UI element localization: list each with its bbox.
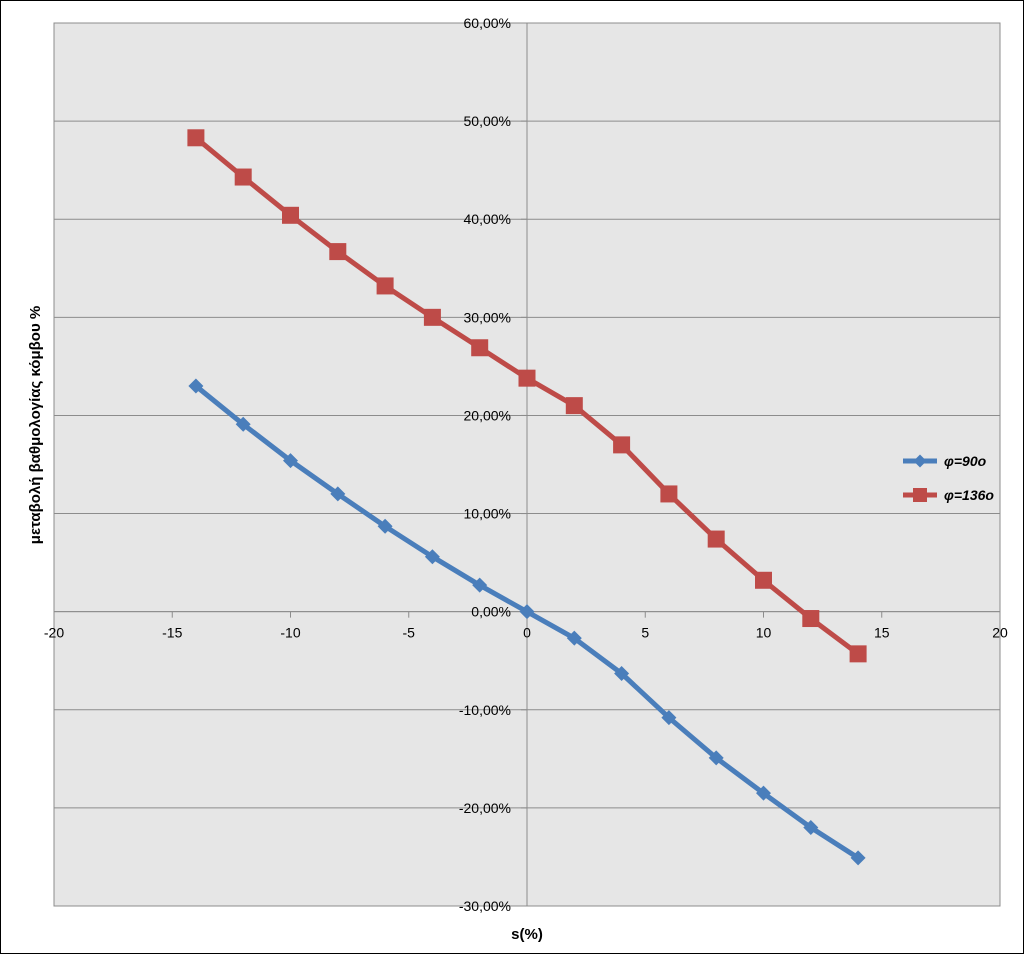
legend-label: φ=136o (944, 487, 994, 503)
data-point (802, 610, 820, 628)
y-tick-label: 50,00% (464, 113, 511, 129)
x-tick-label: -10 (280, 625, 300, 641)
data-point (282, 206, 299, 224)
data-point (518, 369, 536, 387)
x-tick-label: 0 (523, 625, 531, 641)
series-1 (188, 378, 866, 866)
data-point (188, 378, 204, 394)
data-point (614, 665, 630, 681)
data-point (376, 277, 394, 295)
data-point (755, 571, 772, 589)
data-point (423, 308, 441, 326)
y-tick-label: 0,00% (471, 604, 511, 620)
data-point (708, 750, 724, 766)
y-tick-label: -30,00% (459, 898, 511, 914)
data-point (660, 485, 678, 503)
x-tick-label: 5 (641, 625, 649, 641)
data-point (330, 486, 346, 502)
data-point (850, 850, 866, 866)
data-point (707, 530, 725, 548)
data-point (377, 518, 393, 534)
data-point (519, 604, 535, 620)
y-tick-label: -10,00% (459, 702, 511, 718)
data-point (424, 549, 440, 565)
y-tick-label: 20,00% (464, 407, 511, 423)
y-tick-label: 60,00% (464, 15, 511, 31)
x-tick-label: -20 (44, 625, 64, 641)
data-point (234, 168, 252, 186)
data-point (661, 710, 677, 726)
data-point (472, 577, 488, 593)
x-tick-label: -5 (403, 625, 416, 641)
y-tick-label: 40,00% (464, 211, 511, 227)
series-group (187, 129, 867, 866)
data-point (329, 243, 347, 261)
y-axis-ticks: 60,00% 50,00% 40,00% 30,00% 20,00% 10,00% 0,00… (459, 15, 527, 914)
x-tick-label: 10 (756, 625, 772, 641)
legend-marker (913, 488, 927, 502)
data-point (756, 785, 771, 801)
data-point (283, 453, 298, 469)
x-tick-label: 15 (874, 625, 890, 641)
series-2 (187, 129, 867, 663)
y-axis-title: μεταβολή βαθμολογίας κόμβου % (27, 306, 44, 544)
y-tick-label: 10,00% (464, 506, 511, 522)
x-axis-ticks: -20 -15 -10 -5 0 5 10 15 20 (44, 611, 1008, 641)
legend-entry: φ=90o (903, 453, 987, 469)
data-point (471, 339, 489, 357)
data-point (187, 129, 205, 147)
data-point (235, 416, 251, 432)
y-tick-label: 30,00% (464, 309, 511, 325)
data-point (803, 820, 819, 836)
data-point (565, 397, 583, 415)
y-tick-label: -20,00% (459, 800, 511, 816)
data-point (566, 630, 582, 646)
data-point (613, 436, 631, 454)
legend: φ=90o φ=136o (903, 453, 994, 503)
x-tick-label: -15 (162, 625, 182, 641)
x-tick-label: 20 (992, 625, 1008, 641)
legend-label: φ=90o (944, 453, 987, 469)
legend-entry: φ=136o (903, 487, 994, 503)
legend-marker (913, 454, 927, 468)
x-axis-title: s(%) (511, 926, 543, 943)
data-point (849, 645, 867, 663)
